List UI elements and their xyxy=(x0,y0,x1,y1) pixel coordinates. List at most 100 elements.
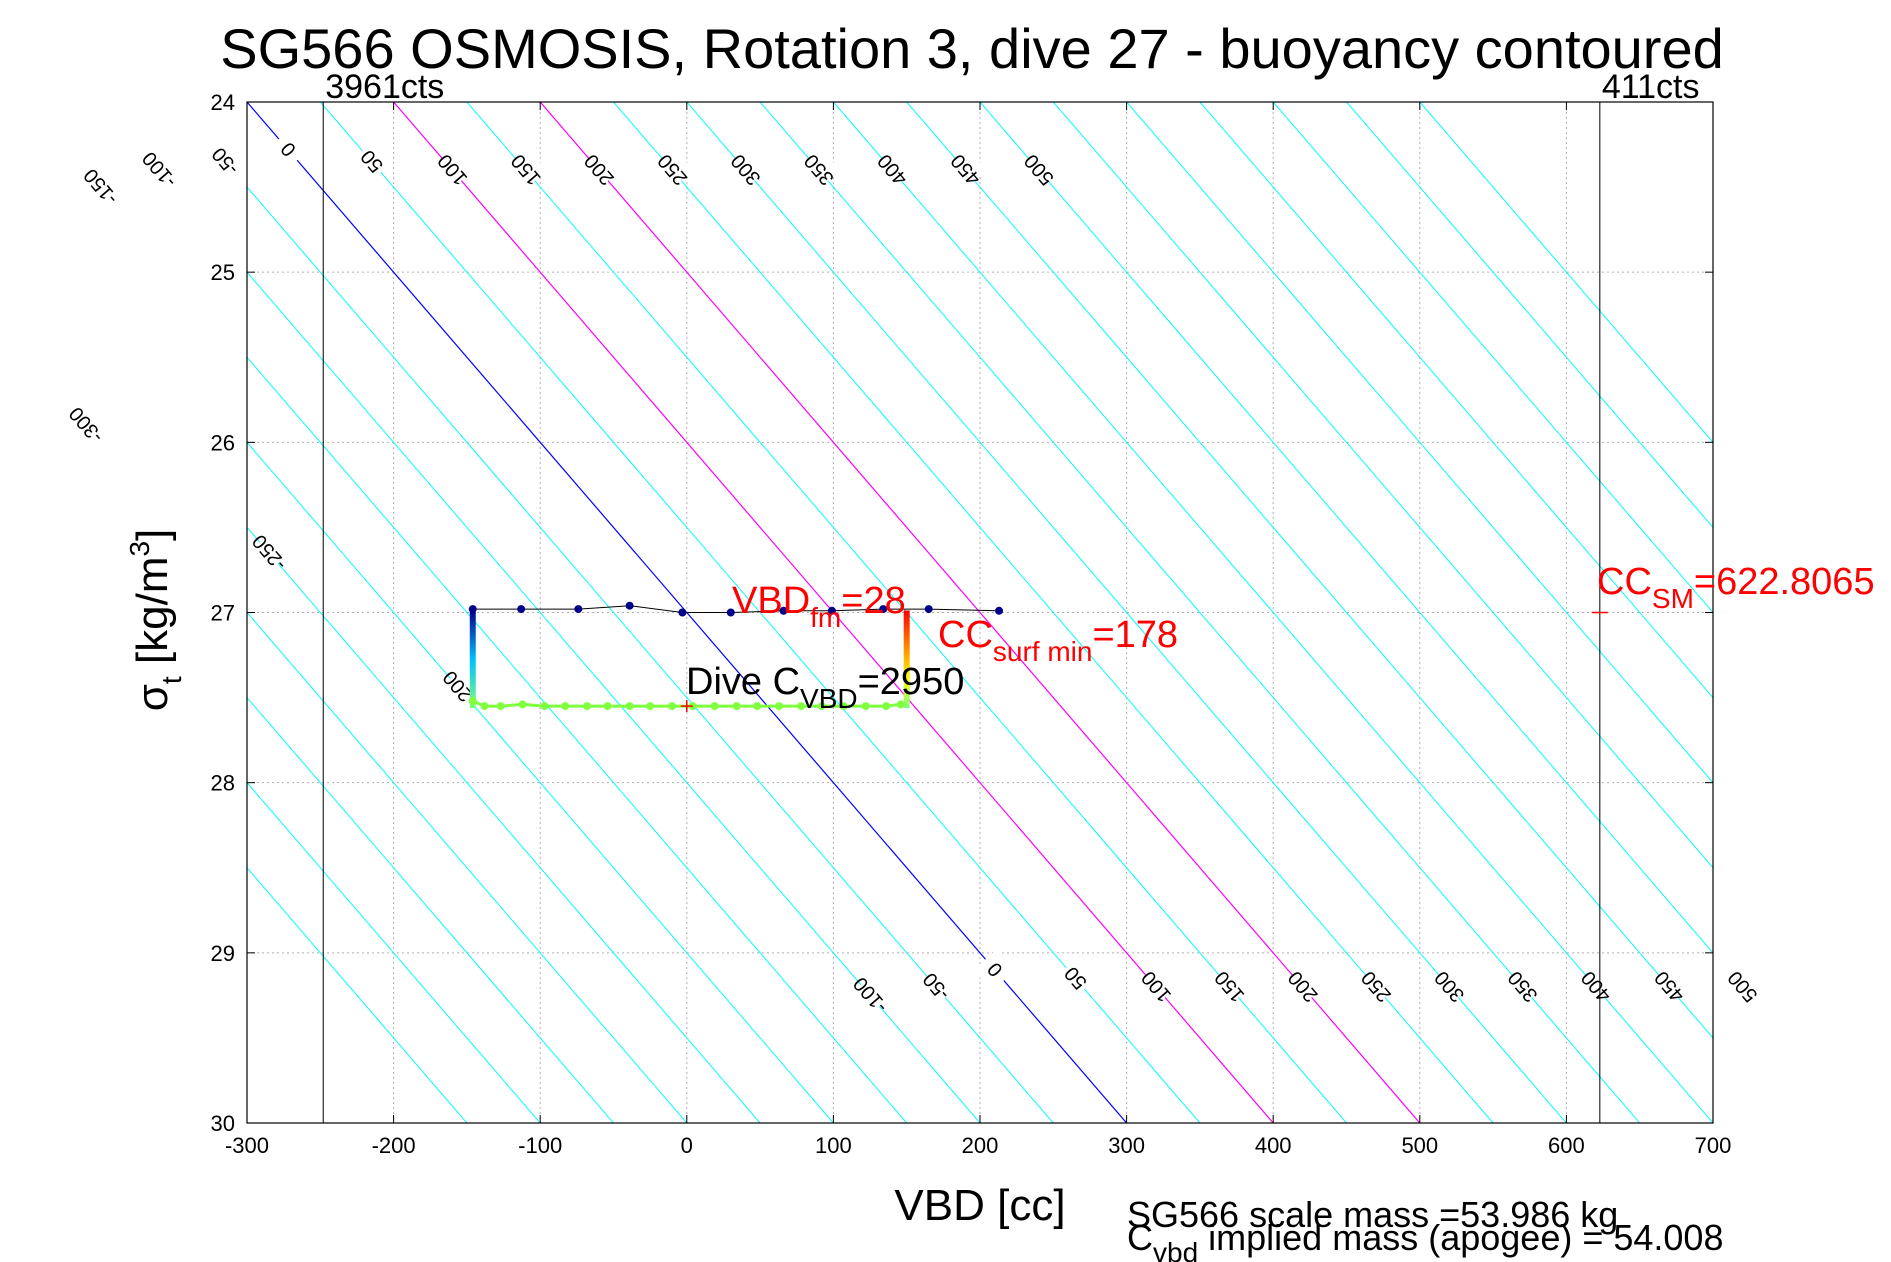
contour-label-bg xyxy=(870,149,914,192)
cc-surf-min-main: CC xyxy=(938,614,993,656)
x-tick-label: 300 xyxy=(1108,1133,1145,1158)
contour-label: 500 xyxy=(1724,966,1762,1006)
x-axis-title: VBD [cc] xyxy=(894,1181,1065,1230)
contour-line xyxy=(539,102,1421,1123)
contour-line xyxy=(906,102,1713,1039)
dive-point-top xyxy=(726,608,735,617)
annotation-cc-sm: CCSM=622.8065 xyxy=(1597,561,1875,614)
contour-label-bg xyxy=(1354,965,1398,1008)
vbd-fm-main: VBD xyxy=(732,580,810,622)
contour-label-bg xyxy=(1721,965,1764,1008)
cc-sm-main: CC xyxy=(1597,561,1652,603)
dive-point-top xyxy=(468,605,477,614)
contour-line xyxy=(1345,102,1713,529)
y-tick-label: 24 xyxy=(211,90,235,115)
dive-cvbd-sub: VBD xyxy=(800,683,858,714)
contour-line xyxy=(247,526,761,1123)
contour-label-bg xyxy=(203,140,247,183)
footer-c: C xyxy=(1127,1217,1153,1258)
dive-point-bottom xyxy=(861,702,870,711)
annotation-dive-cvbd: Dive CVBD=2950 xyxy=(686,661,964,714)
dive-point-bottom xyxy=(480,702,489,711)
y-tick-label: 29 xyxy=(211,941,235,966)
x-tick-label: 100 xyxy=(815,1133,852,1158)
dive-point-bottom xyxy=(583,702,592,711)
contour-line xyxy=(247,696,615,1123)
contour-line xyxy=(247,866,468,1123)
footer-implied-mass-tail: implied mass (apogee) = 54.008 xyxy=(1198,1217,1723,1258)
y-axis-title-unit: [kg/m xyxy=(128,557,177,677)
y-tick-label: 30 xyxy=(211,1111,235,1136)
cc-sm-tail: =622.8065 xyxy=(1694,561,1875,603)
contour-line xyxy=(686,102,1568,1123)
contour-line xyxy=(1052,102,1713,869)
y-tick-label: 26 xyxy=(211,430,235,455)
contour-line xyxy=(979,102,1713,954)
contour-label-bg xyxy=(64,404,107,447)
dive-right-leg xyxy=(903,610,910,709)
dive-point-bottom xyxy=(882,702,891,711)
contour-line xyxy=(832,102,1713,1123)
chart-title: SG566 OSMOSIS, Rotation 3, dive 27 - buo… xyxy=(220,17,1724,80)
contour-label-bg xyxy=(137,149,181,192)
dive-point-top xyxy=(678,608,687,617)
x-tick-label: -300 xyxy=(225,1133,269,1158)
contour-line xyxy=(612,102,1494,1123)
contour-label-bg xyxy=(914,965,958,1008)
x-tick-label: 600 xyxy=(1548,1133,1585,1158)
x-tick-label: 700 xyxy=(1695,1133,1732,1158)
y-tick-label: 28 xyxy=(211,771,235,796)
y-tick-label: 25 xyxy=(211,260,235,285)
footer-implied-mass: Cvbd implied mass (apogee) = 54.008 xyxy=(1127,1217,1723,1262)
contour-label-bg xyxy=(1574,965,1617,1008)
contour-label-bg xyxy=(1134,965,1178,1008)
contour-line xyxy=(247,356,908,1123)
cc-sm-sub: SM xyxy=(1652,583,1694,614)
x-tick-label: -200 xyxy=(372,1133,416,1158)
contour-label-bg xyxy=(1647,965,1691,1008)
contour-line xyxy=(247,271,981,1123)
dive-point-top xyxy=(517,605,526,614)
dive-point-bottom xyxy=(797,702,806,711)
x-tick-label: 500 xyxy=(1401,1133,1438,1158)
footer-vbd-sub: vbd xyxy=(1153,1237,1198,1262)
contour-label-bg xyxy=(350,140,393,183)
contour-label-bg xyxy=(973,948,1016,991)
y-axis-title-sup: 3 xyxy=(124,541,155,557)
dive-left-leg xyxy=(469,610,476,709)
contour-line xyxy=(759,102,1641,1123)
axis-ticks: -300 -200 -100 0 100 200 300 400 500 600 700 24 25 26… xyxy=(211,90,1732,1158)
contour-label-bg xyxy=(797,149,840,192)
contour-line xyxy=(1125,102,1713,784)
dive-point-top xyxy=(879,605,888,614)
dive-cvbd-main: Dive C xyxy=(686,661,800,703)
markers xyxy=(680,611,1608,713)
x-tick-label: 0 xyxy=(681,1133,693,1158)
x-tick-label: -100 xyxy=(518,1133,562,1158)
contour-line xyxy=(247,186,1054,1123)
dive-point-bottom xyxy=(732,702,741,711)
contour-label: -50 xyxy=(208,143,244,179)
cc-surf-min-sub: surf min xyxy=(993,636,1093,667)
dive-point-bottom xyxy=(468,696,477,705)
dive-profile xyxy=(468,601,1004,711)
dive-point-bottom xyxy=(817,702,826,711)
dive-point-top xyxy=(574,605,583,614)
y-axis-title-symbol: σ xyxy=(128,684,177,711)
annotation-cc-surf-min: CCsurf min=178 xyxy=(938,614,1178,667)
y-axis-title-sub: t xyxy=(156,676,187,684)
contour-line xyxy=(247,441,835,1123)
annotation-vbd-fm: VBDfm=28 xyxy=(732,580,906,633)
dive-point-bottom xyxy=(896,700,905,709)
contour-label-bg xyxy=(848,974,892,1017)
dive-point-bottom xyxy=(540,702,549,711)
x-tick-label: 400 xyxy=(1255,1133,1292,1158)
contour-label-bg xyxy=(1017,149,1060,192)
contour-label-bg xyxy=(79,166,122,209)
contour-label-bg xyxy=(266,128,310,171)
contour-label-bg xyxy=(1427,965,1471,1008)
dive-point-bottom xyxy=(710,702,719,711)
contour-label-bg xyxy=(1207,965,1251,1008)
